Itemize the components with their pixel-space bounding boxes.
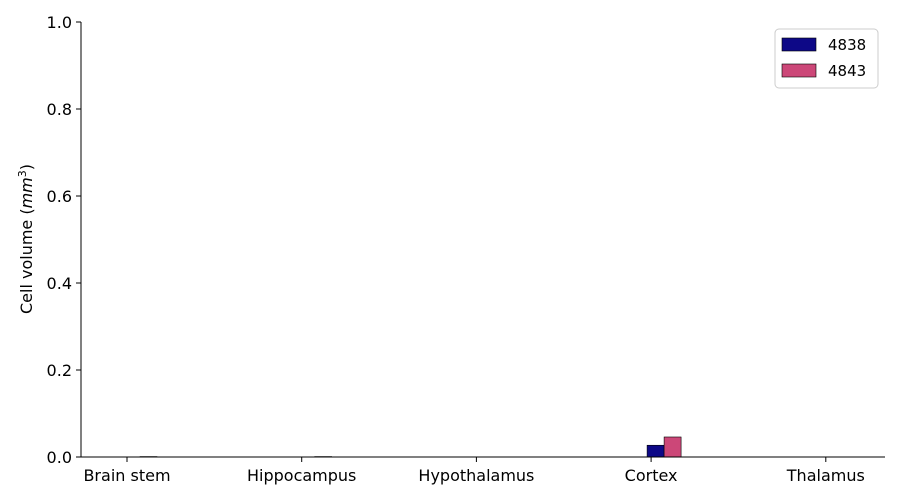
bars-layer xyxy=(140,437,681,457)
y-axis-label-exponent: 3 xyxy=(16,170,29,177)
x-tick-label: Brain stem xyxy=(83,466,170,485)
legend-label-4838: 4838 xyxy=(828,36,866,54)
y-tick-label: 0.2 xyxy=(47,361,72,380)
y-axis-label-suffix: ) xyxy=(17,164,36,170)
x-ticks: Brain stem Hippocampus Hypothalamus Cortex T… xyxy=(83,457,864,485)
legend-label-4843: 4843 xyxy=(828,62,866,80)
x-tick-label: Cortex xyxy=(625,466,678,485)
y-tick-label: 0.6 xyxy=(47,187,72,206)
y-tick-label: 1.0 xyxy=(47,13,72,32)
bar-4838-cortex xyxy=(647,445,664,457)
legend: 4838 4843 xyxy=(775,29,878,88)
x-tick-label: Hypothalamus xyxy=(418,466,534,485)
y-axis-label: Cell volume (mm3) xyxy=(16,164,37,314)
y-tick-label: 0.8 xyxy=(47,100,72,119)
x-tick-label: Thalamus xyxy=(786,466,865,485)
y-axis-label-prefix: Cell volume ( xyxy=(17,208,36,314)
legend-swatch-4838 xyxy=(782,38,816,51)
axes-layer xyxy=(81,22,885,457)
legend-swatch-4843 xyxy=(782,64,816,77)
y-ticks: 0.0 0.2 0.4 0.6 0.8 1.0 xyxy=(47,13,81,467)
bar-4843-cortex xyxy=(664,437,681,457)
y-axis-label-unit: mm xyxy=(17,177,36,208)
y-tick-label: 0.0 xyxy=(47,448,72,467)
x-tick-label: Hippocampus xyxy=(247,466,356,485)
y-tick-label: 0.4 xyxy=(47,274,72,293)
